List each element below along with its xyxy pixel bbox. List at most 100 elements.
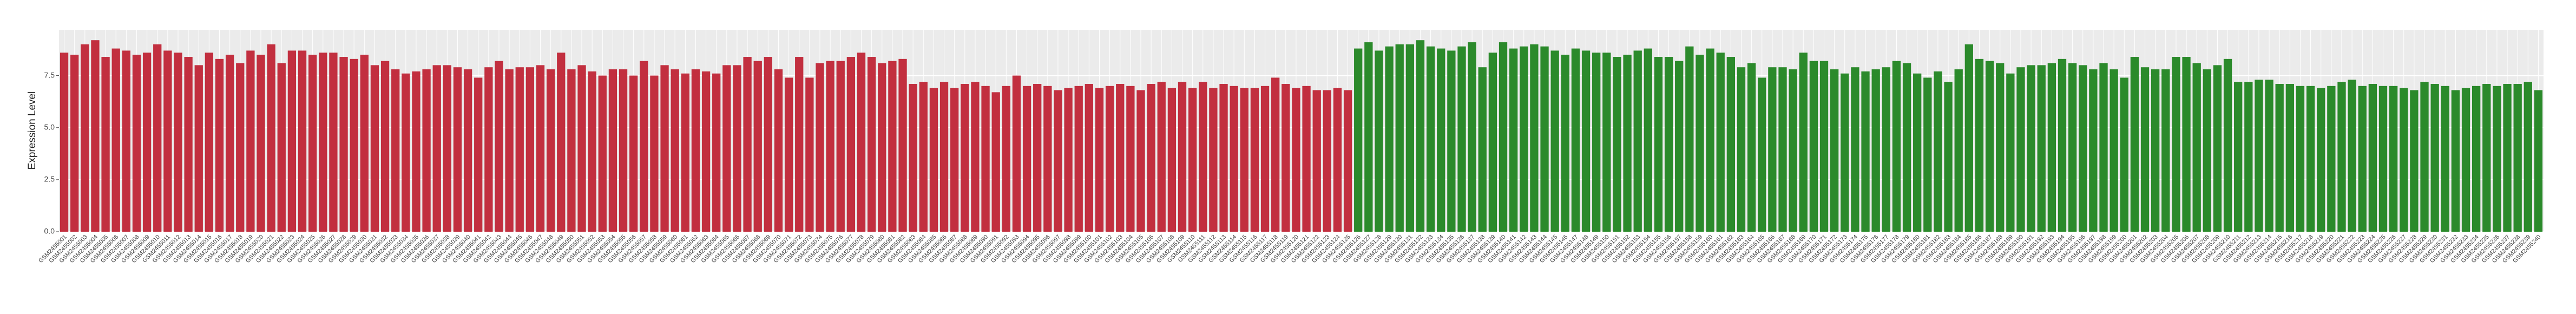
bar <box>2327 86 2336 232</box>
bar <box>1199 82 1207 232</box>
bar <box>2255 80 2263 232</box>
bar <box>1147 83 1155 232</box>
bar <box>2420 82 2429 232</box>
bar <box>1022 86 1031 232</box>
bar <box>2430 83 2439 232</box>
bar <box>981 86 990 232</box>
bar <box>2079 65 2087 232</box>
bar <box>857 53 866 232</box>
bar <box>505 69 514 232</box>
bar <box>1944 82 1953 232</box>
bar <box>1012 75 1021 232</box>
bar <box>91 40 100 232</box>
bar <box>257 55 265 232</box>
bar <box>2223 58 2232 232</box>
bar <box>2151 69 2160 232</box>
bar <box>878 63 886 232</box>
bar <box>2203 69 2211 232</box>
bar <box>2410 90 2419 232</box>
bar <box>971 82 980 232</box>
bar <box>1581 50 1591 232</box>
bar <box>2027 65 2035 232</box>
bar <box>1312 90 1321 232</box>
bar <box>339 56 348 232</box>
bar <box>2317 88 2325 232</box>
bar <box>1902 63 1911 232</box>
y-tick-label: 0.0 <box>44 227 55 236</box>
bar <box>2524 82 2532 232</box>
bar <box>225 55 234 232</box>
bar <box>743 56 752 232</box>
bar <box>1696 55 1704 232</box>
bar <box>443 65 451 232</box>
bar <box>2378 86 2388 232</box>
bar <box>2089 69 2098 232</box>
bar <box>2182 56 2191 232</box>
bar <box>380 61 390 232</box>
bar <box>277 63 286 232</box>
bar <box>205 53 214 232</box>
bar <box>463 69 472 232</box>
bar <box>1002 86 1010 232</box>
bar <box>2337 82 2346 232</box>
bar <box>733 65 741 232</box>
bar <box>1157 82 1166 232</box>
bar <box>1561 55 1569 232</box>
bar <box>1447 50 1456 232</box>
bar <box>329 53 338 232</box>
bar <box>350 58 358 232</box>
bar <box>2348 80 2356 232</box>
bar <box>1478 67 1487 232</box>
bar <box>2503 83 2512 232</box>
bar <box>1085 83 1094 232</box>
bar <box>1240 88 1248 232</box>
bar <box>1250 88 1259 232</box>
bar <box>174 53 182 232</box>
bar <box>360 55 369 232</box>
bar <box>909 83 917 232</box>
bar <box>2161 69 2170 232</box>
bar <box>1209 88 1218 232</box>
bar <box>1333 88 1342 232</box>
bar <box>298 50 307 232</box>
bar <box>236 63 245 232</box>
bar <box>1841 73 1849 232</box>
bar <box>484 67 493 232</box>
bar <box>1178 82 1187 232</box>
bar <box>1768 67 1777 232</box>
bar <box>919 82 928 232</box>
bar <box>1923 77 1932 232</box>
bar <box>1882 67 1890 232</box>
bar <box>950 88 959 232</box>
y-tick-label: 2.5 <box>44 175 55 184</box>
bar <box>1136 90 1145 232</box>
bar <box>402 73 410 232</box>
bar <box>2461 88 2470 232</box>
bar <box>1054 90 1062 232</box>
bar <box>2296 86 2305 232</box>
bar <box>816 63 824 232</box>
bar <box>1302 86 1311 232</box>
bar <box>1343 90 1352 232</box>
bar <box>567 69 576 232</box>
bar <box>1913 73 1922 232</box>
bar <box>961 83 969 232</box>
bar <box>1126 86 1135 232</box>
bar <box>1758 77 1766 232</box>
bar <box>1105 86 1114 232</box>
bar <box>588 71 596 232</box>
bar <box>2441 86 2449 232</box>
bar <box>2306 86 2315 232</box>
bar <box>2172 56 2180 232</box>
bar <box>2068 63 2077 232</box>
bar <box>2275 83 2284 232</box>
y-tick-label: 7.5 <box>44 70 55 79</box>
bar <box>1375 50 1383 232</box>
bar <box>2140 67 2150 232</box>
bar <box>319 53 327 232</box>
bar <box>1654 56 1663 232</box>
bar <box>1934 71 1942 232</box>
bar <box>370 65 379 232</box>
bar <box>308 55 317 232</box>
bar <box>1726 56 1736 232</box>
